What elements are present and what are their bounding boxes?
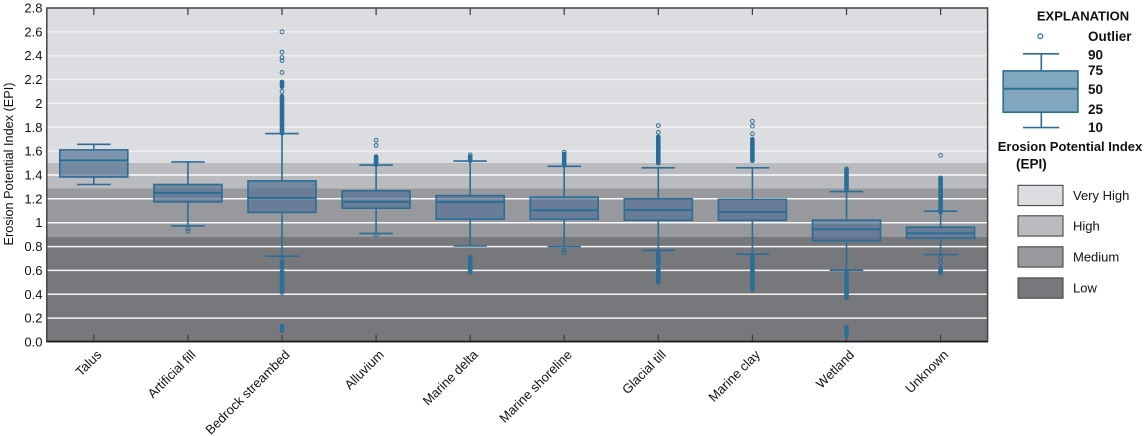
svg-text:0.4: 0.4 (24, 287, 42, 302)
svg-text:2.2: 2.2 (24, 72, 42, 87)
svg-text:50: 50 (1088, 82, 1103, 97)
svg-text:2: 2 (35, 96, 42, 111)
svg-text:10: 10 (1088, 120, 1103, 135)
svg-text:(EPI): (EPI) (1016, 157, 1047, 172)
svg-text:0.8: 0.8 (24, 239, 42, 254)
svg-text:Medium: Medium (1073, 250, 1119, 265)
svg-text:High: High (1073, 219, 1100, 234)
svg-text:0.0: 0.0 (24, 335, 42, 350)
svg-text:75: 75 (1088, 63, 1104, 78)
svg-text:0.6: 0.6 (24, 263, 42, 278)
svg-text:1: 1 (35, 215, 42, 230)
svg-text:1.6: 1.6 (24, 144, 42, 159)
svg-text:2.8: 2.8 (24, 1, 42, 16)
svg-text:Erosion Potential Index: Erosion Potential Index (998, 139, 1143, 154)
svg-text:0.2: 0.2 (24, 311, 42, 326)
svg-text:Outlier: Outlier (1088, 29, 1132, 44)
svg-text:Erosion Potential Index (EPI): Erosion Potential Index (EPI) (2, 83, 16, 246)
svg-text:EXPLANATION: EXPLANATION (1037, 9, 1129, 24)
svg-text:25: 25 (1088, 102, 1104, 117)
svg-text:2.6: 2.6 (24, 24, 42, 39)
svg-text:Low: Low (1073, 281, 1097, 296)
svg-text:Very High: Very High (1073, 188, 1129, 203)
svg-text:1.8: 1.8 (24, 120, 42, 135)
svg-text:90: 90 (1088, 47, 1103, 62)
svg-text:1.4: 1.4 (24, 168, 42, 183)
svg-text:2.4: 2.4 (24, 48, 42, 63)
svg-text:1.2: 1.2 (24, 191, 42, 206)
